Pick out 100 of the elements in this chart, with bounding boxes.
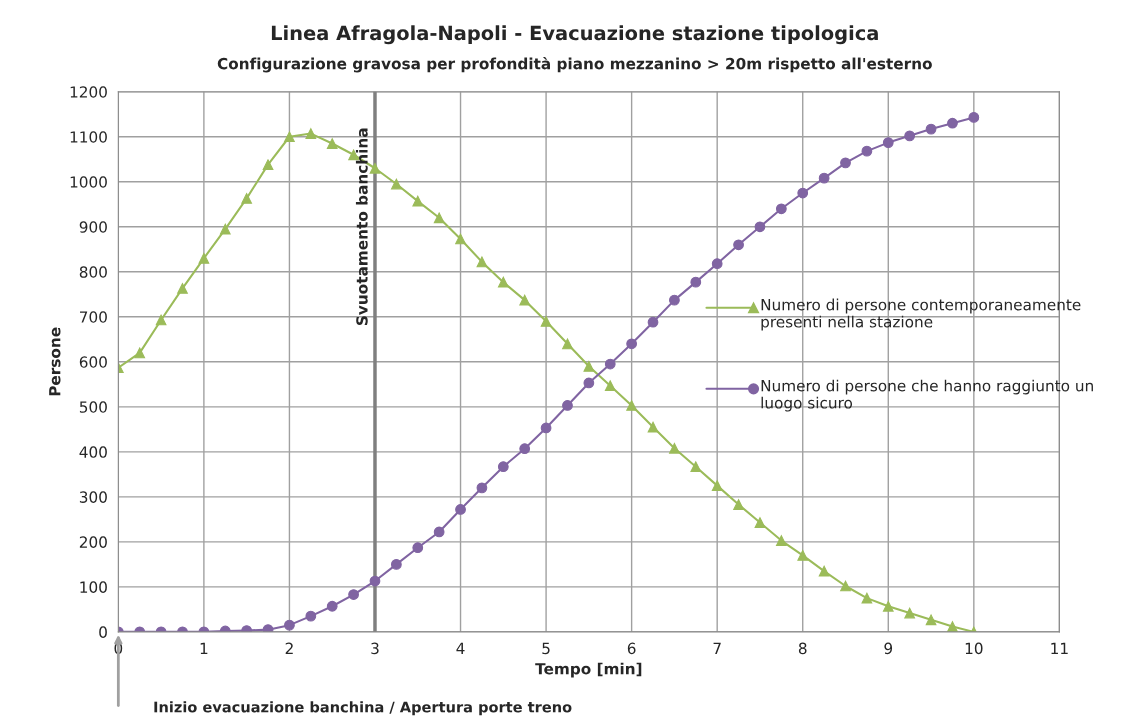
point [369,575,381,587]
point [219,223,231,235]
x-tick-label: 4 [456,642,465,654]
x-tick-label: 6 [627,642,636,655]
x-axis-title: Tempo [min] [535,662,642,678]
point [519,294,531,306]
x-tick-label: 5 [542,642,550,655]
point [604,358,616,370]
point [925,614,937,626]
point [262,159,274,171]
point [583,377,595,389]
y-tick-label: 700 [80,311,107,323]
point [647,316,659,328]
point [476,256,488,268]
point [583,360,595,372]
y-tick-label: 600 [79,356,107,368]
x-tick-label: 9 [884,642,893,655]
point [968,112,980,123]
point [519,443,531,455]
point [904,130,916,142]
point [925,123,937,135]
point [433,526,445,538]
point [882,137,894,148]
y-tick-label: 0 [99,626,107,638]
point [562,400,573,411]
point [840,157,851,169]
y-tick-label: 400 [79,446,107,458]
y-tick-label: 800 [79,266,107,278]
point [369,162,381,174]
point [754,517,766,528]
point [433,212,445,224]
point [797,550,809,561]
x-tick-label: 10 [965,642,983,655]
x-tick-label: 2 [285,642,293,654]
point [412,542,424,554]
x-tick-label: 11 [1051,642,1068,654]
point [840,580,851,592]
y-tick-label: 300 [79,491,107,503]
point [861,592,873,604]
point [626,338,638,350]
point [455,233,466,245]
y-tick-label: 1100 [70,131,107,143]
point [198,252,210,264]
point [669,442,680,454]
point [455,504,466,515]
point [947,117,958,129]
point [284,131,295,143]
y-tick-label: 100 [80,581,107,593]
point [326,138,338,149]
text: Inizio evacuazione banchina / Apertura porte treno [154,701,572,716]
point [134,347,146,359]
y-tick-label: 500 [79,401,107,413]
point [540,315,552,327]
y-tick-label: 200 [79,536,107,548]
point [390,178,402,190]
point [690,461,702,473]
point [177,283,188,294]
point [861,145,873,157]
y-tick-label: 900 [79,221,107,233]
legend-label: Numero di persone contemporaneamente presenti nella stazione [761,298,1081,331]
point [241,193,253,204]
point [818,172,830,184]
x-tick-label: 7 [713,642,721,654]
point [497,276,509,288]
point [284,619,295,631]
y-tick-label: 1000 [70,176,107,188]
point [775,203,787,215]
point [818,565,830,577]
point [540,422,552,434]
point [690,276,702,288]
ref-line-label: Svuotamento banchina [355,128,368,326]
x-tick-label: 1 [200,642,208,654]
point [626,400,638,411]
point [562,338,573,350]
point [797,187,809,199]
point [497,461,509,473]
y-axis-title: Persone [49,327,61,396]
point [647,421,659,433]
point [348,589,359,600]
point [669,294,680,306]
point [733,239,744,251]
x-tick-label: 3 [371,642,379,655]
legend-label: Numero di persone che hanno raggiunto un luogo sicuro [761,379,1093,412]
point [305,610,317,622]
point [604,380,616,392]
point [305,128,317,139]
chart-subtitle: Configurazione gravosa per profondità piano mezzanino > 20m rispetto all'esterno [217,56,932,73]
point [711,480,723,491]
point [754,221,766,233]
point [326,600,338,612]
x-tick-label: 8 [798,642,807,655]
point [733,499,744,510]
y-tick-label: 1200 [70,86,107,98]
point [155,314,167,326]
chart-title: Linea Afragola-Napoli - Evacuazione stazione tipologica [271,25,878,45]
point [711,258,723,270]
point [882,600,894,612]
point [775,535,787,546]
point [904,607,916,619]
point [390,559,402,570]
